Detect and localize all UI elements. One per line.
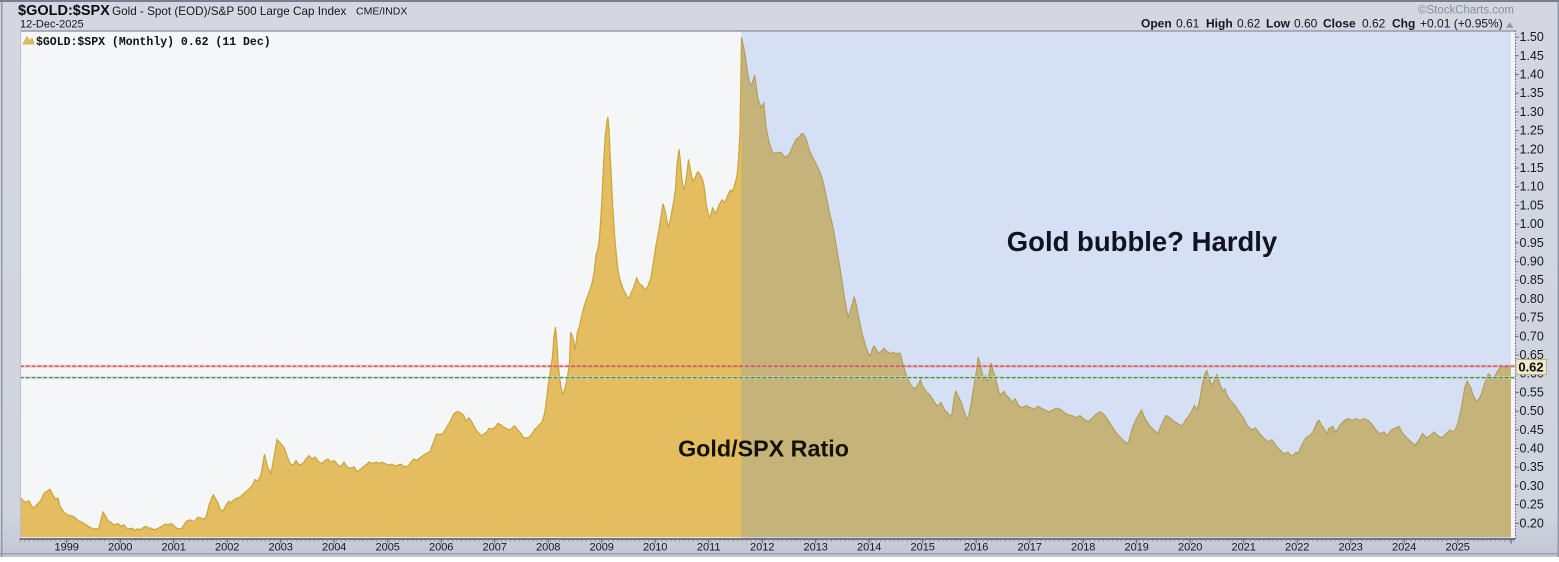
svg-text:2013: 2013 [803,541,827,553]
svg-text:1.40: 1.40 [1520,68,1544,82]
svg-text:0.95: 0.95 [1520,236,1544,250]
svg-text:Close: Close [1323,17,1356,31]
svg-text:2024: 2024 [1392,541,1416,553]
svg-text:0.75: 0.75 [1520,311,1544,325]
svg-text:$GOLD:$SPX (Monthly) 0.62 (11: $GOLD:$SPX (Monthly) 0.62 (11 Dec) [36,36,271,49]
svg-text:Gold bubble? Hardly: Gold bubble? Hardly [1007,226,1278,257]
svg-text:2002: 2002 [215,541,239,553]
svg-text:2008: 2008 [536,541,560,553]
svg-text:2023: 2023 [1338,541,1362,553]
svg-text:2015: 2015 [910,541,934,553]
svg-text:0.55: 0.55 [1520,385,1544,399]
svg-text:0.60: 0.60 [1294,17,1318,31]
svg-text:©StockCharts.com: ©StockCharts.com [1418,5,1514,17]
svg-text:2010: 2010 [643,541,667,553]
svg-text:1.50: 1.50 [1520,30,1544,44]
svg-text:0.90: 0.90 [1520,255,1544,269]
svg-text:Chg: Chg [1392,17,1415,31]
svg-text:Low: Low [1266,17,1291,31]
svg-text:2021: 2021 [1231,541,1255,553]
svg-text:0.62: 0.62 [1518,360,1543,375]
svg-text:2020: 2020 [1178,541,1202,553]
svg-text:0.62: 0.62 [1237,17,1261,31]
svg-text:Gold - Spot (EOD)/S&P 500 Larg: Gold - Spot (EOD)/S&P 500 Large Cap Inde… [112,5,346,18]
svg-text:2005: 2005 [375,541,399,553]
svg-text:1.25: 1.25 [1520,124,1544,138]
svg-text:2007: 2007 [482,541,506,553]
svg-text:2017: 2017 [1017,541,1041,553]
svg-text:0.30: 0.30 [1520,479,1544,493]
svg-text:1.00: 1.00 [1520,217,1544,231]
svg-text:12-Dec-2025: 12-Dec-2025 [20,19,84,31]
svg-text:0.25: 0.25 [1520,498,1544,512]
svg-text:1.15: 1.15 [1520,161,1544,175]
svg-text:2018: 2018 [1071,541,1095,553]
svg-text:0.20: 0.20 [1520,516,1544,530]
svg-text:1999: 1999 [54,541,78,553]
svg-text:1.20: 1.20 [1520,142,1544,156]
svg-text:2022: 2022 [1285,541,1309,553]
svg-text:0.61: 0.61 [1176,17,1200,31]
svg-text:Gold/SPX Ratio: Gold/SPX Ratio [678,436,849,462]
svg-text:$GOLD:$SPX: $GOLD:$SPX [18,3,110,19]
svg-text:0.50: 0.50 [1520,404,1544,418]
svg-text:2014: 2014 [857,541,881,553]
svg-text:1.30: 1.30 [1520,105,1544,119]
svg-text:2003: 2003 [268,541,292,553]
svg-text:0.70: 0.70 [1520,329,1544,343]
svg-text:CME/INDX: CME/INDX [356,6,407,18]
svg-text:1.35: 1.35 [1520,86,1544,100]
svg-text:2016: 2016 [964,541,988,553]
svg-text:2025: 2025 [1445,541,1469,553]
svg-text:0.40: 0.40 [1520,442,1544,456]
svg-text:0.62: 0.62 [1362,17,1386,31]
svg-text:0.35: 0.35 [1520,460,1544,474]
svg-text:0.45: 0.45 [1520,423,1544,437]
svg-text:0.85: 0.85 [1520,273,1544,287]
svg-text:2009: 2009 [589,541,613,553]
svg-text:High: High [1206,17,1233,31]
svg-text:2004: 2004 [322,541,346,553]
svg-text:0.80: 0.80 [1520,292,1544,306]
svg-text:2006: 2006 [429,541,453,553]
svg-text:2012: 2012 [750,541,774,553]
svg-text:2000: 2000 [108,541,132,553]
svg-text:1.05: 1.05 [1520,198,1544,212]
svg-text:1.45: 1.45 [1520,49,1544,63]
svg-text:Open: Open [1141,17,1172,31]
svg-text:2011: 2011 [697,541,721,553]
svg-text:1.10: 1.10 [1520,180,1544,194]
svg-text:2001: 2001 [161,541,185,553]
svg-text:2019: 2019 [1124,541,1148,553]
svg-text:+0.01 (+0.95%): +0.01 (+0.95%) [1420,17,1503,31]
